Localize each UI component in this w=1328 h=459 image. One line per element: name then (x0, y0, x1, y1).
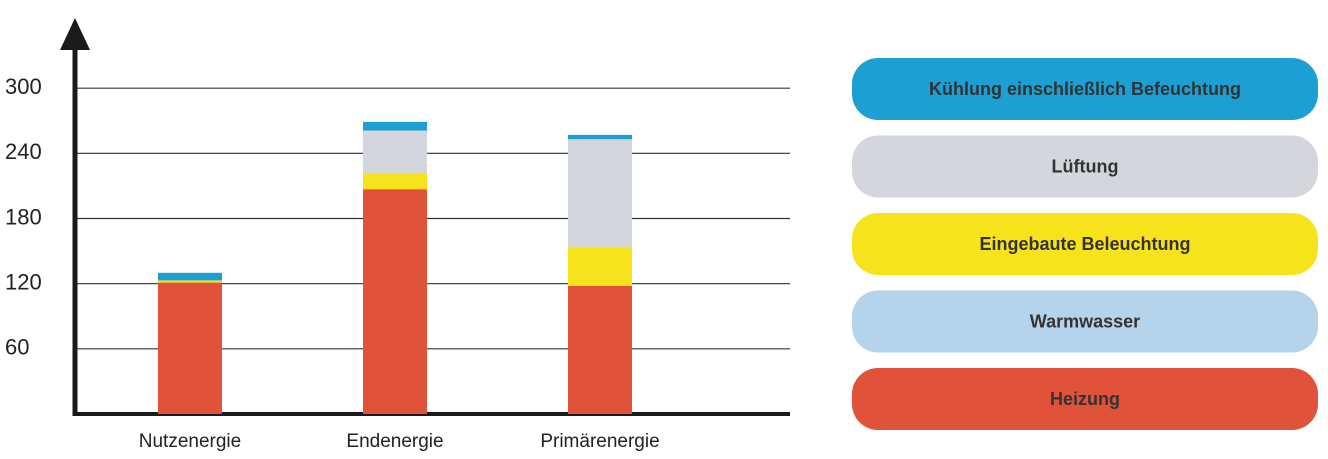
legend-label: Eingebaute Beleuchtung (979, 234, 1190, 254)
legend-swatch (852, 368, 1318, 430)
legend-label: Warmwasser (1030, 311, 1140, 331)
bar-segment (568, 285, 632, 414)
bar-segment (158, 272, 222, 281)
bar-segment (158, 280, 222, 283)
bar-segment (568, 246, 632, 286)
x-tick-label: Nutzenergie (139, 431, 241, 452)
y-tick-label: 180 (5, 204, 42, 229)
y-tick-label: 60 (5, 335, 29, 360)
bar-segment (363, 121, 427, 131)
bar-segment (158, 282, 222, 414)
bar-segment (363, 130, 427, 173)
y-tick-label: 240 (5, 139, 42, 164)
legend-label: Heizung (1050, 389, 1120, 409)
y-axis-arrow (60, 18, 90, 50)
legend-swatch (852, 135, 1318, 198)
legend-swatch (852, 58, 1318, 120)
legend-label: Kühlung einschließlich Befeuchtung (929, 79, 1241, 99)
legend-swatch (852, 213, 1318, 275)
legend-swatch (852, 290, 1318, 353)
bar-segment (363, 189, 427, 414)
bar-segment (363, 172, 427, 190)
bar-segment (568, 134, 632, 140)
x-tick-label: Primärenergie (540, 431, 659, 452)
y-tick-label: 300 (5, 74, 42, 99)
x-tick-label: Endenergie (346, 431, 443, 452)
bar-segment (568, 139, 632, 247)
y-tick-label: 120 (5, 269, 42, 294)
legend-label: Lüftung (1052, 156, 1119, 176)
